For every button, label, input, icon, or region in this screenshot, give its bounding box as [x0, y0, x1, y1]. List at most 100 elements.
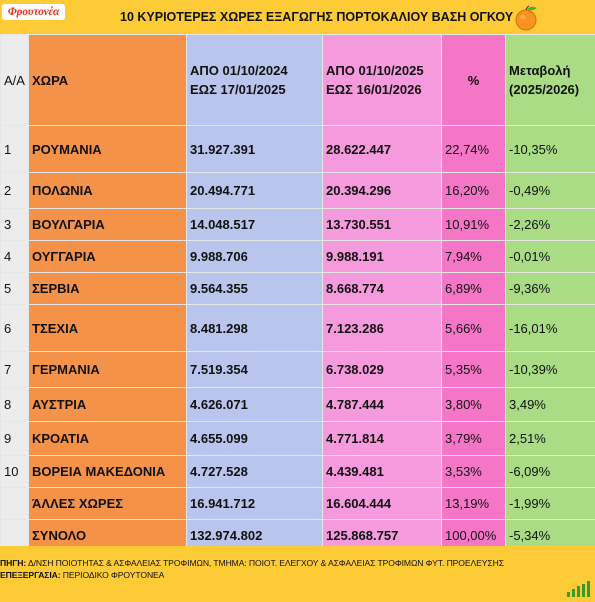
- row-volume-2024-2025: 31.927.391: [186, 125, 323, 173]
- row-index: 2: [0, 172, 29, 209]
- header-aa: Α/Α: [0, 34, 29, 126]
- row-change: -16,01%: [505, 304, 595, 352]
- header-period-2025-2026: ΑΠΟ 01/10/2025 ΕΩΣ 16/01/2026: [322, 34, 442, 126]
- row-share-percent: 6,89%: [441, 272, 506, 305]
- row-share-percent: 7,94%: [441, 240, 506, 273]
- header-period-2024-2025: ΑΠΟ 01/10/2024 ΕΩΣ 17/01/2025: [186, 34, 323, 126]
- header-percent: %: [441, 34, 506, 126]
- row-change: -0,49%: [505, 172, 595, 209]
- table-row: ΆΛΛΕΣ ΧΩΡΕΣ 16.941.712 16.604.444 13,19% -1,…: [0, 487, 595, 520]
- signal-bars-icon: [567, 581, 590, 597]
- row-share-percent: 3,80%: [441, 387, 506, 422]
- row-volume-2024-2025: 4.655.099: [186, 421, 323, 456]
- row-country: ΆΛΛΕΣ ΧΩΡΕΣ: [28, 487, 187, 520]
- table-row: 4 ΟΥΓΓΑΡΙΑ 9.988.706 9.988.191 7,94% -0,01%: [0, 240, 595, 273]
- header-period2-line2: ΕΩΣ 16/01/2026: [326, 82, 422, 97]
- header-period1-line1: ΑΠΟ 01/10/2024: [190, 63, 288, 78]
- row-index: 1: [0, 125, 29, 173]
- row-volume-2024-2025: 9.988.706: [186, 240, 323, 273]
- source-line: ΠΗΓΗ: Δ/ΝΣΗ ΠΟΙΟΤΗΤΑΣ & ΑΣΦΑΛΕΙΑΣ ΤΡΟΦΙΜ…: [0, 558, 504, 568]
- processing-label: ΕΠΕΞΕΡΓΑΣΙΑ:: [0, 570, 61, 580]
- row-volume-2025-2026: 7.123.286: [322, 304, 442, 352]
- table-row: 5 ΣΕΡΒΙΑ 9.564.355 8.668.774 6,89% -9,36%: [0, 272, 595, 305]
- row-change: 3,49%: [505, 387, 595, 422]
- source-text: Δ/ΝΣΗ ΠΟΙΟΤΗΤΑΣ & ΑΣΦΑΛΕΙΑΣ ΤΡΟΦΙΜΩΝ, ΤΜ…: [26, 558, 504, 568]
- row-index: 8: [0, 387, 29, 422]
- row-change: -6,09%: [505, 455, 595, 488]
- row-change: -2,26%: [505, 208, 595, 241]
- row-change: -1,99%: [505, 487, 595, 520]
- row-index: 10: [0, 455, 29, 488]
- row-index: [0, 487, 29, 520]
- row-country: ΑΥΣΤΡΙΑ: [28, 387, 187, 422]
- brand-logo: Φρουτονέα: [2, 4, 65, 20]
- row-share-percent: 5,35%: [441, 351, 506, 388]
- table-header-row: Α/Α ΧΩΡΑ ΑΠΟ 01/10/2024 ΕΩΣ 17/01/2025 Α…: [0, 34, 595, 126]
- processing-text: ΠΕΡΙΟΔΙΚΟ ΦΡΟΥΤΟΝΕΑ: [60, 570, 165, 580]
- table-row: 10 ΒΟΡΕΙΑ ΜΑΚΕΔΟΝΙΑ 4.727.528 4.439.481 3,53…: [0, 455, 595, 488]
- row-country: ΒΟΥΛΓΑΡΙΑ: [28, 208, 187, 241]
- processing-line: ΕΠΕΞΕΡΓΑΣΙΑ: ΠΕΡΙΟΔΙΚΟ ΦΡΟΥΤΟΝΕΑ: [0, 570, 164, 580]
- row-volume-2024-2025: 7.519.354: [186, 351, 323, 388]
- row-volume-2024-2025: 4.727.528: [186, 455, 323, 488]
- row-volume-2024-2025: 20.494.771: [186, 172, 323, 209]
- row-country: ΟΥΓΓΑΡΙΑ: [28, 240, 187, 273]
- row-volume-2025-2026: 6.738.029: [322, 351, 442, 388]
- row-volume-2025-2026: 20.394.296: [322, 172, 442, 209]
- row-share-percent: 10,91%: [441, 208, 506, 241]
- row-index: 9: [0, 421, 29, 456]
- row-volume-2025-2026: 4.787.444: [322, 387, 442, 422]
- row-volume-2025-2026: 9.988.191: [322, 240, 442, 273]
- row-share-percent: 22,74%: [441, 125, 506, 173]
- row-index: 6: [0, 304, 29, 352]
- table-row: 3 ΒΟΥΛΓΑΡΙΑ 14.048.517 13.730.551 10,91% -2,2…: [0, 208, 595, 241]
- table-row: 1 ΡΟΥΜΑΝΙΑ 31.927.391 28.622.447 22,74% -10,3…: [0, 125, 595, 173]
- table-row: 6 ΤΣΕΧΙΑ 8.481.298 7.123.286 5,66% -16,01%: [0, 304, 595, 352]
- orange-fruit-icon: [515, 5, 537, 31]
- header-bar: Φρουτονέα 10 ΚΥΡΙΟΤΕΡΕΣ ΧΩΡΕΣ ΕΞΑΓΩΓΗΣ Π…: [0, 0, 595, 34]
- row-share-percent: 13,19%: [441, 487, 506, 520]
- header-period2-line1: ΑΠΟ 01/10/2025: [326, 63, 424, 78]
- footer: ΠΗΓΗ: Δ/ΝΣΗ ΠΟΙΟΤΗΤΑΣ & ΑΣΦΑΛΕΙΑΣ ΤΡΟΦΙΜ…: [0, 546, 595, 602]
- row-country: ΚΡΟΑΤΙΑ: [28, 421, 187, 456]
- row-volume-2025-2026: 16.604.444: [322, 487, 442, 520]
- row-change: -10,35%: [505, 125, 595, 173]
- row-volume-2025-2026: 4.771.814: [322, 421, 442, 456]
- header-change-line1: Μεταβολή: [509, 63, 571, 78]
- exports-table: Α/Α ΧΩΡΑ ΑΠΟ 01/10/2024 ΕΩΣ 17/01/2025 Α…: [0, 34, 595, 552]
- row-share-percent: 16,20%: [441, 172, 506, 209]
- row-share-percent: 5,66%: [441, 304, 506, 352]
- row-volume-2024-2025: 4.626.071: [186, 387, 323, 422]
- page-title: 10 ΚΥΡΙΟΤΕΡΕΣ ΧΩΡΕΣ ΕΞΑΓΩΓΗΣ ΠΟΡΤΟΚΑΛΙΟΥ…: [120, 10, 514, 24]
- row-change: -10,39%: [505, 351, 595, 388]
- row-volume-2024-2025: 14.048.517: [186, 208, 323, 241]
- row-index: 3: [0, 208, 29, 241]
- row-country: ΡΟΥΜΑΝΙΑ: [28, 125, 187, 173]
- row-volume-2024-2025: 16.941.712: [186, 487, 323, 520]
- row-change: -9,36%: [505, 272, 595, 305]
- row-index: 7: [0, 351, 29, 388]
- header-change-line2: (2025/2026): [509, 82, 580, 97]
- row-volume-2024-2025: 8.481.298: [186, 304, 323, 352]
- row-share-percent: 3,53%: [441, 455, 506, 488]
- header-period1-line2: ΕΩΣ 17/01/2025: [190, 82, 286, 97]
- header-country: ΧΩΡΑ: [28, 34, 187, 126]
- source-label: ΠΗΓΗ:: [0, 558, 27, 568]
- row-country: ΠΟΛΩΝΙΑ: [28, 172, 187, 209]
- row-volume-2024-2025: 9.564.355: [186, 272, 323, 305]
- row-change: 2,51%: [505, 421, 595, 456]
- row-index: 4: [0, 240, 29, 273]
- row-volume-2025-2026: 28.622.447: [322, 125, 442, 173]
- row-share-percent: 3,79%: [441, 421, 506, 456]
- row-country: ΒΟΡΕΙΑ ΜΑΚΕΔΟΝΙΑ: [28, 455, 187, 488]
- row-volume-2025-2026: 4.439.481: [322, 455, 442, 488]
- row-change: -0,01%: [505, 240, 595, 273]
- table-row: 2 ΠΟΛΩΝΙΑ 20.494.771 20.394.296 16,20% -0,49%: [0, 172, 595, 209]
- row-country: ΣΕΡΒΙΑ: [28, 272, 187, 305]
- header-change: Μεταβολή (2025/2026): [505, 34, 595, 126]
- row-volume-2025-2026: 13.730.551: [322, 208, 442, 241]
- row-country: ΤΣΕΧΙΑ: [28, 304, 187, 352]
- row-country: ΓΕΡΜΑΝΙΑ: [28, 351, 187, 388]
- table-row: 9 ΚΡΟΑΤΙΑ 4.655.099 4.771.814 3,79% 2,51%: [0, 421, 595, 456]
- table-row: 7 ΓΕΡΜΑΝΙΑ 7.519.354 6.738.029 5,35% -10,39%: [0, 351, 595, 388]
